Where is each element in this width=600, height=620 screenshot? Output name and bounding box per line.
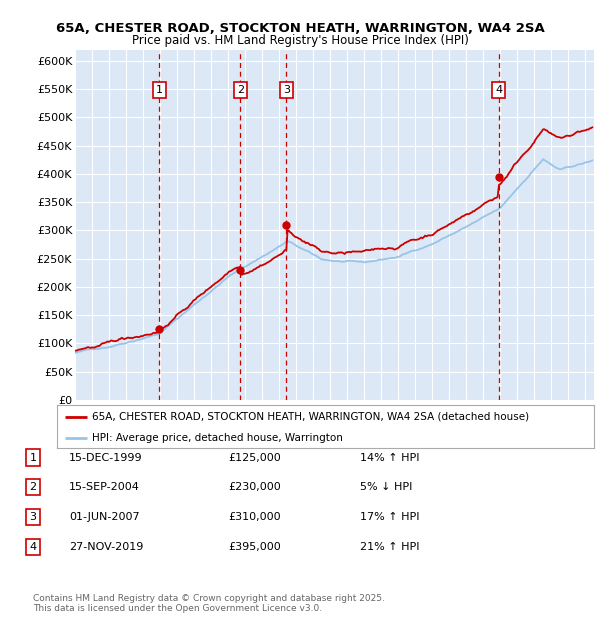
Text: 21% ↑ HPI: 21% ↑ HPI [360,542,419,552]
Text: £230,000: £230,000 [228,482,281,492]
Text: This data is licensed under the Open Government Licence v3.0.: This data is licensed under the Open Gov… [33,603,322,613]
Text: HPI: Average price, detached house, Warrington: HPI: Average price, detached house, Warr… [92,433,343,443]
Text: 17% ↑ HPI: 17% ↑ HPI [360,512,419,522]
Text: 15-SEP-2004: 15-SEP-2004 [69,482,140,492]
Text: 4: 4 [29,542,37,552]
Text: 2: 2 [29,482,37,492]
Text: Price paid vs. HM Land Registry's House Price Index (HPI): Price paid vs. HM Land Registry's House … [131,34,469,47]
Text: 14% ↑ HPI: 14% ↑ HPI [360,453,419,463]
Text: 2: 2 [236,86,244,95]
Text: 1: 1 [29,453,37,463]
Text: Contains HM Land Registry data © Crown copyright and database right 2025.: Contains HM Land Registry data © Crown c… [33,593,385,603]
Text: 15-DEC-1999: 15-DEC-1999 [69,453,143,463]
Text: 65A, CHESTER ROAD, STOCKTON HEATH, WARRINGTON, WA4 2SA: 65A, CHESTER ROAD, STOCKTON HEATH, WARRI… [56,22,544,35]
Text: 1: 1 [156,86,163,95]
Text: 4: 4 [495,86,502,95]
Text: 3: 3 [29,512,37,522]
Text: 65A, CHESTER ROAD, STOCKTON HEATH, WARRINGTON, WA4 2SA (detached house): 65A, CHESTER ROAD, STOCKTON HEATH, WARRI… [92,412,529,422]
Text: 3: 3 [283,86,290,95]
Text: 01-JUN-2007: 01-JUN-2007 [69,512,140,522]
Text: 5% ↓ HPI: 5% ↓ HPI [360,482,412,492]
Text: £125,000: £125,000 [228,453,281,463]
Text: 27-NOV-2019: 27-NOV-2019 [69,542,143,552]
Text: £395,000: £395,000 [228,542,281,552]
Text: £310,000: £310,000 [228,512,281,522]
